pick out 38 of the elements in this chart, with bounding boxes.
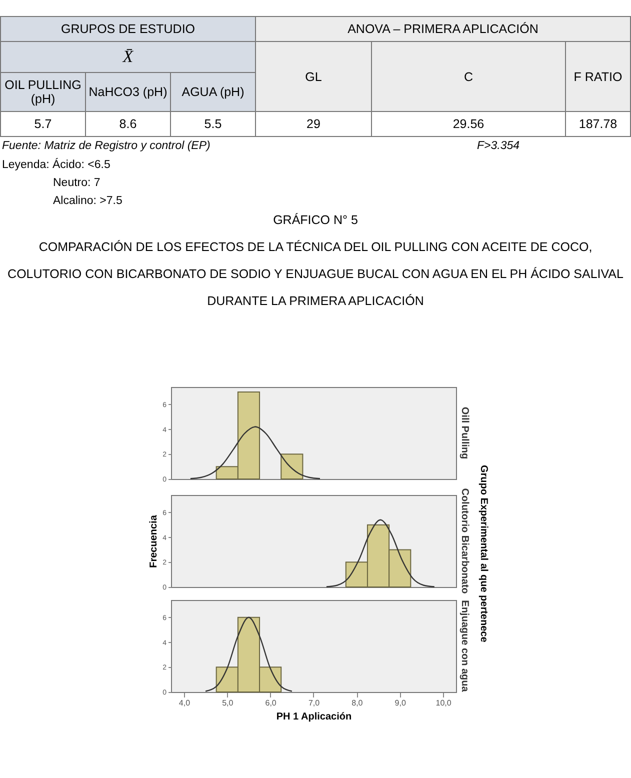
- text: 8.6: [86, 112, 170, 136]
- text: GRUPOS DE ESTUDIO: [0, 16, 256, 42]
- text: 5.7: [0, 112, 86, 136]
- text: 5.5: [170, 112, 256, 136]
- source-note: Fuente: Matriz de Registro y control (EP): [2, 140, 210, 152]
- text: Neutro: 7: [53, 177, 100, 189]
- text: AGUA (pH): [170, 72, 256, 112]
- x-tick-label: 5,0: [222, 698, 234, 708]
- text: 29.56: [371, 112, 566, 136]
- text: X̄: [0, 42, 256, 72]
- y2-axis-title: Colutorio Bicarbonato: [459, 488, 470, 594]
- text: NaHCO3 (pH): [86, 72, 170, 112]
- y2-axis-title: Enjuague con agua: [459, 600, 470, 692]
- x-tick-label: 6,0: [265, 698, 277, 708]
- text: Grupo Experimental al que pertenece: [478, 465, 489, 643]
- chart-title: GRÁFICO N° 5: [272, 212, 359, 229]
- text: GL: [256, 42, 372, 112]
- text: Alcalino: >7.5: [53, 195, 122, 207]
- text: OIL PULLING (pH): [0, 72, 86, 112]
- text: C: [371, 42, 566, 112]
- x-tick-label: 4,0: [178, 698, 191, 708]
- chart-subtitle: COMPARACIÓN DE LOS EFECTOS DE LA TÉCNICA DEL OIL PULLING CON ACEITE DE COCO, COLUTORIO CON BICARBONATO DE SODIO Y ENJUAGUE BUCAL CON AGUA EN EL PH ÁCIDO SALIVAL DURANTE LA PRIMERA APLICACIÓN: [6, 239, 624, 310]
- text: Leyenda: Ácido: <6.5: [2, 159, 110, 171]
- line-series: [326, 519, 436, 588]
- y2-axis-title: Oill Pulling: [459, 406, 470, 460]
- x-tick-label: 7,0: [308, 698, 320, 708]
- text: F>3.354: [477, 140, 520, 152]
- text: ANOVA – PRIMERA APLICACIÓN: [256, 16, 630, 42]
- text: 187.78: [566, 112, 630, 136]
- x-tick-label: 9,0: [394, 698, 406, 708]
- y-axis-title: Frecuencia: [148, 514, 160, 568]
- text: F RATIO: [566, 42, 630, 112]
- line-series: [190, 426, 321, 480]
- x-axis-title: PH 1 Aplicación: [276, 712, 352, 722]
- x-tick-label: 8,0: [352, 698, 364, 708]
- text: 29: [256, 112, 372, 136]
- line-series: [204, 616, 293, 692]
- x-tick-label: 10,0: [436, 698, 452, 708]
